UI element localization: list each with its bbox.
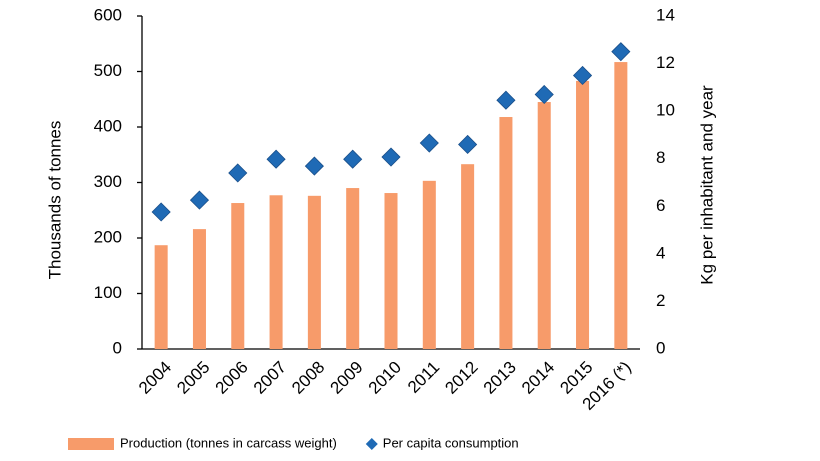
x-tick-label: 2007	[250, 358, 290, 398]
marker	[611, 42, 631, 62]
y2-tick-label: 0	[656, 338, 665, 357]
x-tick-label: 2014	[518, 358, 558, 398]
bar	[346, 188, 360, 349]
y-tick-label: 300	[94, 172, 122, 191]
bar	[614, 62, 628, 349]
marker	[228, 163, 248, 183]
marker	[151, 202, 171, 222]
bar	[269, 195, 283, 349]
marker	[572, 65, 593, 86]
marker	[534, 84, 554, 105]
x-tick-label: 2009	[327, 358, 367, 398]
y2-axis-title: Kg per inhabitant and year	[697, 85, 716, 285]
bar	[192, 229, 206, 349]
y2-tick-label: 8	[656, 148, 665, 167]
x-tick-label: 2010	[365, 358, 405, 398]
marker	[343, 149, 363, 169]
x-tick-label: 2005	[173, 358, 213, 398]
bar	[576, 80, 590, 349]
bar	[384, 193, 398, 349]
y-tick-label: 100	[94, 283, 122, 302]
marker	[266, 149, 286, 169]
y2-tick-label: 6	[656, 196, 665, 215]
y-tick-label: 500	[94, 61, 122, 80]
legend-label: Production (tonnes in carcass weight)	[120, 435, 337, 450]
y-axis-title: Thousands of tonnes	[45, 121, 64, 280]
y2-tick-label: 12	[656, 53, 675, 72]
y2-tick-label: 10	[656, 101, 675, 120]
marker	[189, 190, 210, 210]
bar	[537, 102, 551, 350]
marker	[381, 147, 401, 167]
marker	[304, 156, 324, 176]
bar	[499, 117, 513, 349]
bar	[231, 203, 245, 349]
legend-swatch	[68, 438, 114, 450]
bar	[422, 180, 436, 349]
x-tick-label: 2004	[135, 358, 175, 398]
legend-label: Per capita consumption	[383, 435, 519, 450]
y-tick-label: 200	[94, 227, 122, 246]
y2-tick-label: 14	[656, 5, 675, 24]
marker	[419, 133, 439, 153]
bar	[461, 164, 475, 349]
legend-swatch	[365, 438, 378, 450]
y-tick-label: 0	[113, 338, 122, 357]
x-tick-label: 2006	[212, 358, 252, 398]
y-tick-label: 600	[94, 5, 122, 24]
bar	[307, 195, 321, 349]
y2-tick-label: 2	[656, 291, 665, 310]
x-tick-label: 2013	[480, 358, 520, 398]
y2-tick-label: 4	[656, 243, 665, 262]
marker	[458, 134, 478, 155]
x-tick-label: 2011	[404, 358, 443, 397]
y-tick-label: 400	[94, 116, 122, 135]
x-tick-label: 2012	[441, 358, 481, 398]
marker	[496, 90, 516, 110]
bar	[154, 245, 168, 349]
x-tick-label: 2008	[288, 358, 328, 398]
